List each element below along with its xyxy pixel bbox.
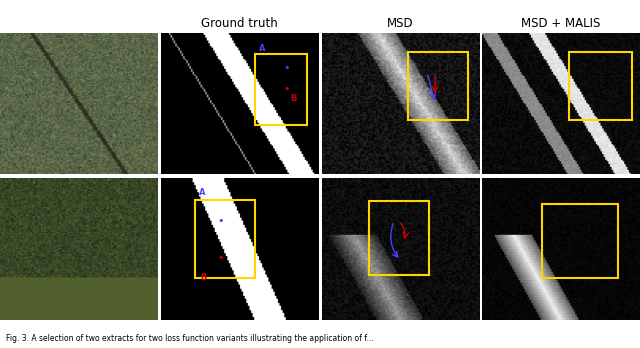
Bar: [255, 54, 307, 125]
Text: MSD: MSD: [387, 17, 413, 30]
Text: MSD + MALIS: MSD + MALIS: [522, 17, 601, 30]
Bar: [369, 201, 429, 275]
Text: •: •: [218, 216, 224, 226]
Text: •: •: [284, 84, 291, 94]
Text: •: •: [218, 253, 224, 263]
Text: B: B: [290, 94, 296, 103]
Bar: [542, 204, 618, 278]
Text: A: A: [198, 188, 205, 197]
Text: Fig. 3. A selection of two extracts for two loss function variants illustrating : Fig. 3. A selection of two extracts for …: [6, 334, 374, 343]
Bar: [408, 53, 468, 120]
Text: B: B: [200, 274, 207, 283]
Text: Ground truth: Ground truth: [201, 17, 278, 30]
Bar: [195, 200, 255, 278]
Text: A: A: [259, 44, 265, 53]
Bar: [569, 53, 632, 120]
Text: •: •: [284, 63, 291, 73]
